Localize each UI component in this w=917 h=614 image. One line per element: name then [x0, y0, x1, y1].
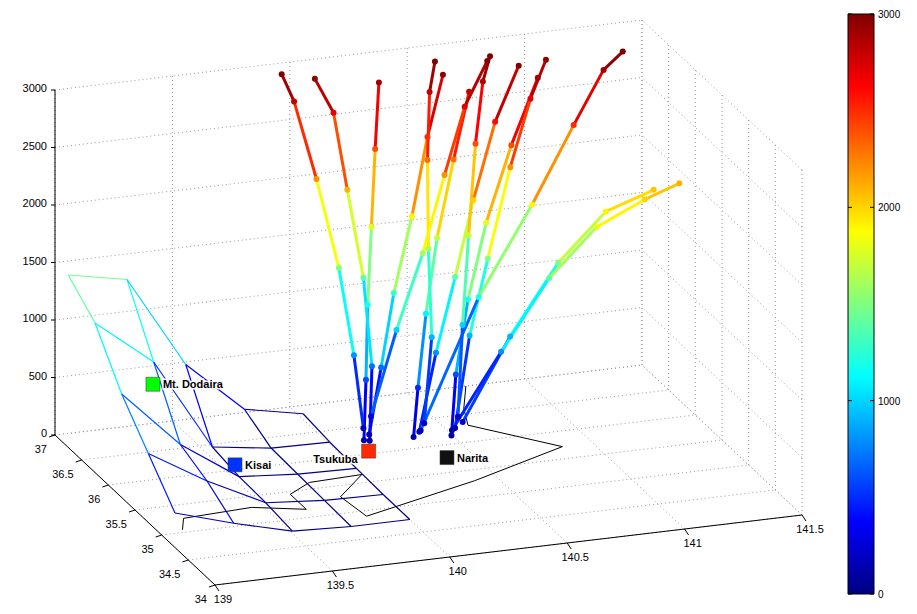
svg-text:Narita: Narita [457, 452, 489, 464]
svg-text:0: 0 [41, 427, 47, 439]
svg-text:140.5: 140.5 [561, 551, 589, 563]
svg-text:36.5: 36.5 [52, 468, 73, 480]
svg-text:140: 140 [449, 565, 467, 577]
svg-text:Kisai: Kisai [245, 459, 271, 471]
svg-text:35.5: 35.5 [106, 518, 127, 530]
svg-text:Tsukuba: Tsukuba [313, 453, 358, 465]
svg-text:2000: 2000 [23, 197, 47, 209]
svg-text:2000: 2000 [878, 202, 901, 213]
svg-text:Mt. Dodaira: Mt. Dodaira [163, 378, 224, 390]
svg-text:141.5: 141.5 [796, 523, 824, 535]
svg-text:2500: 2500 [23, 140, 47, 152]
svg-text:34.5: 34.5 [159, 568, 180, 580]
svg-text:37: 37 [35, 443, 47, 455]
svg-text:0: 0 [878, 589, 884, 600]
svg-text:34: 34 [195, 593, 207, 605]
svg-text:139.5: 139.5 [327, 579, 355, 591]
svg-text:3000: 3000 [878, 9, 901, 20]
svg-text:1500: 1500 [23, 255, 47, 267]
svg-text:1000: 1000 [23, 312, 47, 324]
svg-text:36: 36 [88, 493, 100, 505]
svg-text:3000: 3000 [23, 82, 47, 94]
svg-text:35: 35 [141, 543, 153, 555]
svg-text:500: 500 [29, 370, 47, 382]
svg-text:141: 141 [683, 537, 701, 549]
svg-text:139: 139 [214, 593, 232, 605]
svg-text:1000: 1000 [878, 396, 901, 407]
